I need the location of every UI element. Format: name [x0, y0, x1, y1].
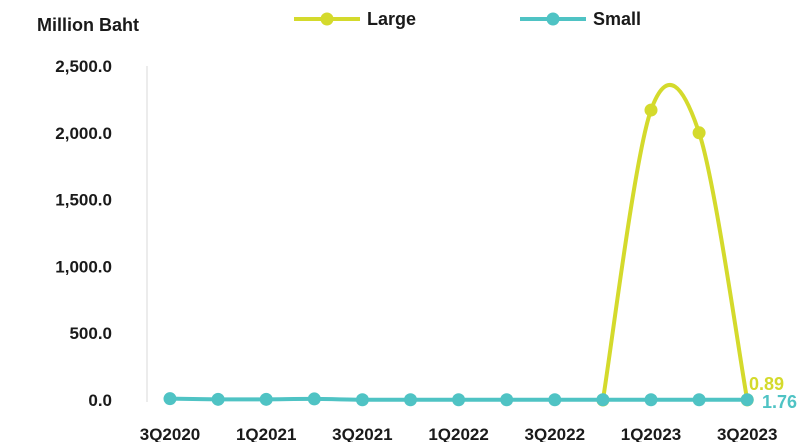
y-tick-label: 1,000.0: [55, 257, 112, 276]
data-point: [355, 393, 369, 407]
data-point: [259, 392, 273, 406]
data-point: [500, 393, 514, 407]
legend-entry-label: Large: [367, 9, 416, 29]
x-tick-label: 1Q2023: [621, 425, 682, 442]
legend: Large Small: [294, 9, 641, 29]
data-point: [740, 393, 754, 407]
x-tick-label: 3Q2023: [717, 425, 778, 442]
x-tick-label: 3Q2020: [140, 425, 201, 442]
y-tick-label: 2,500.0: [55, 57, 112, 76]
data-point: [692, 393, 706, 407]
series-group: [163, 83, 754, 407]
legend-swatch-marker: [546, 12, 560, 26]
y-tick-label: 2,000.0: [55, 124, 112, 143]
data-point: [548, 393, 562, 407]
series-small: [163, 392, 754, 407]
x-tick-label: 1Q2022: [428, 425, 489, 442]
data-point: [644, 103, 658, 117]
y-tick-label: 1,500.0: [55, 191, 112, 210]
series-line: [600, 83, 750, 402]
data-point: [644, 393, 658, 407]
x-axis-ticks: 3Q2020 1Q2021 3Q2021 1Q2022 3Q2022 1Q2023 3Q20…: [140, 425, 778, 442]
y-tick-label: 0.0: [88, 391, 112, 410]
series-end-label: 1.76: [762, 392, 797, 412]
data-point: [211, 392, 225, 406]
data-point: [596, 393, 610, 407]
data-point: [307, 392, 321, 406]
series-large: [596, 83, 754, 407]
data-point: [404, 393, 417, 407]
x-tick-label: 3Q2021: [332, 425, 393, 442]
x-tick-label: 1Q2021: [236, 425, 297, 442]
y-axis-label: Million Baht: [37, 15, 139, 35]
data-point: [163, 392, 177, 406]
y-axis-ticks: 0.0 500.0 1,000.0 1,500.0 2,000.0 2,500.0: [55, 57, 112, 410]
y-tick-label: 500.0: [69, 324, 112, 343]
legend-swatch-marker: [320, 12, 334, 26]
legend-entry-label: Small: [593, 9, 641, 29]
series-end-label: 0.89: [749, 374, 784, 394]
data-point: [452, 393, 466, 407]
data-point: [692, 126, 706, 140]
x-tick-label: 3Q2022: [525, 425, 586, 442]
end-labels: 0.891.76: [749, 374, 797, 412]
